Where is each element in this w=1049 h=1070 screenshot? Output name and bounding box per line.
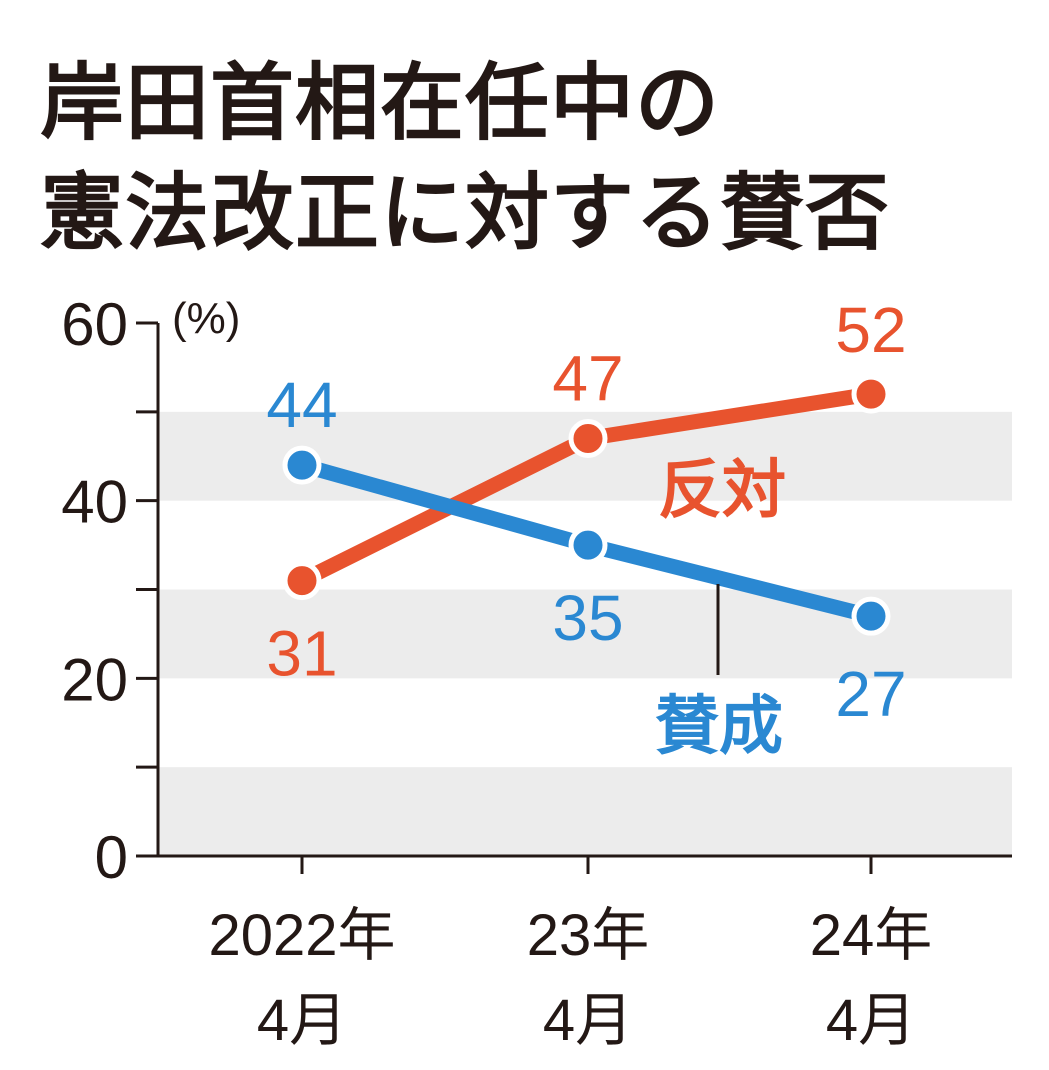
chart-title-line-2: 憲法改正に対する賛否 <box>40 164 891 262</box>
y-tick-label-60: 60 <box>61 291 128 358</box>
y-tick-label-20: 20 <box>61 646 128 713</box>
x-axis-labels: 2022年 4月 23年 4月 24年 4月 <box>208 856 932 1053</box>
value-label-series-2-3: 27 <box>835 658 906 730</box>
y-tick-label-0: 0 <box>95 824 128 891</box>
y-tick-label-40: 40 <box>61 469 128 536</box>
x-label-1-month: 4月 <box>257 988 347 1053</box>
x-label-2-year: 23年 <box>527 903 650 968</box>
point-series-2-1 <box>282 445 322 485</box>
x-label-3-year: 24年 <box>810 903 933 968</box>
x-label-2-month: 4月 <box>543 988 633 1053</box>
value-label-series-1-1: 31 <box>266 618 337 690</box>
point-series-2-2 <box>568 525 608 565</box>
y-axis-ticks: 0 20 40 60 (%) <box>61 291 240 891</box>
value-label-series-1-3: 52 <box>835 294 906 366</box>
series-label-2: 賛成 <box>655 690 783 764</box>
series-label-1: 反対 <box>658 454 786 528</box>
point-series-1-2 <box>568 418 608 458</box>
chart-title: 岸田首相在任中の 憲法改正に対する賛否 <box>40 48 890 268</box>
value-label-series-2-1: 44 <box>266 369 337 441</box>
x-label-1-year: 2022年 <box>208 903 395 968</box>
point-series-1-3 <box>851 374 891 414</box>
value-labels: 31 47 52 44 35 27 <box>266 294 906 730</box>
x-label-3-month: 4月 <box>826 988 916 1053</box>
point-series-2-3 <box>851 596 891 636</box>
value-label-series-2-2: 35 <box>552 582 623 654</box>
point-series-1-1 <box>282 561 322 601</box>
chart-title-line-1: 岸田首相在任中の <box>40 54 721 152</box>
value-label-series-1-2: 47 <box>552 342 623 414</box>
y-unit-label: (%) <box>172 294 240 343</box>
grid-band-1 <box>158 767 1012 856</box>
series-points <box>282 374 891 636</box>
